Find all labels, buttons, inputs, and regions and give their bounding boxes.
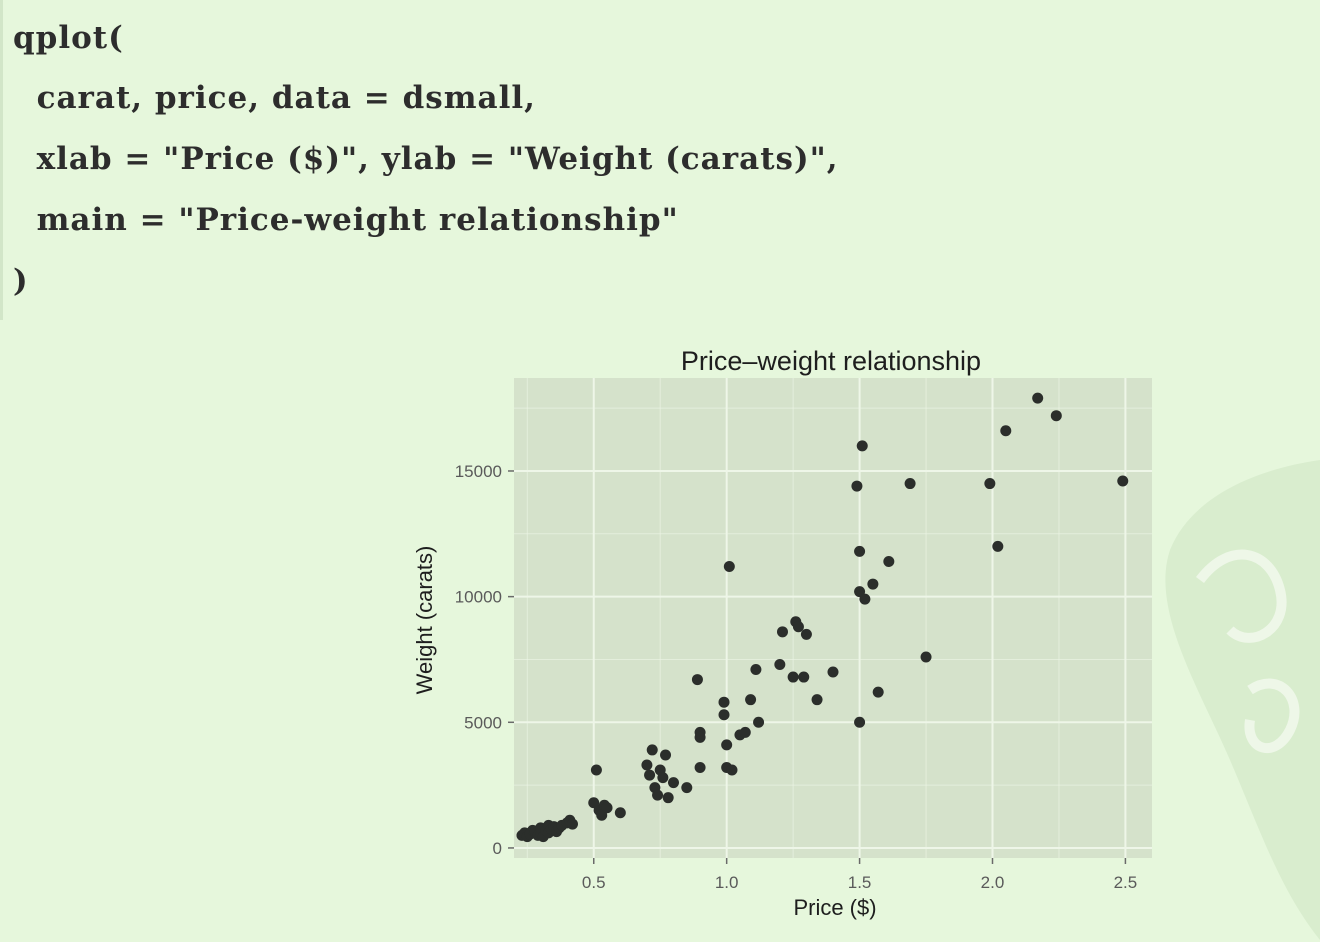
data-point <box>867 578 879 590</box>
data-point <box>614 807 626 819</box>
data-point <box>660 749 672 761</box>
code-line: ) <box>13 263 29 299</box>
data-point <box>904 478 916 490</box>
y-tick-label: 0 <box>493 839 502 858</box>
y-axis: 0 5000 10000 15000 <box>455 462 514 858</box>
data-point <box>1117 475 1129 487</box>
data-point <box>668 777 679 789</box>
data-point <box>827 666 839 678</box>
code-line: qplot( <box>13 20 124 56</box>
data-point <box>718 696 730 708</box>
data-point <box>590 764 602 776</box>
data-point <box>776 626 788 638</box>
code-line: main = "Price-weight relationship" <box>13 202 679 238</box>
code-line: xlab = "Price ($)", ylab = "Weight (cara… <box>13 141 839 177</box>
y-tick-label: 15000 <box>455 462 502 481</box>
data-point <box>691 674 703 686</box>
data-point <box>681 782 693 794</box>
x-axis: 0.5 1.0 1.5 2.0 2.5 <box>582 858 1137 892</box>
data-point <box>992 540 1004 552</box>
data-point <box>872 686 884 698</box>
data-point <box>644 769 656 781</box>
data-point <box>694 762 706 774</box>
data-point <box>856 440 868 452</box>
y-axis-label: Weight (carats) <box>412 546 437 695</box>
data-points <box>516 392 1129 843</box>
data-point <box>750 664 762 676</box>
y-tick-label: 5000 <box>464 713 502 732</box>
data-point <box>859 593 871 605</box>
data-point <box>657 772 669 784</box>
code-block: qplot( carat, price, data = dsmall, xlab… <box>0 0 1320 320</box>
data-point <box>745 694 757 706</box>
data-point <box>641 759 653 771</box>
data-point <box>854 716 866 728</box>
data-point <box>800 628 812 640</box>
x-tick-label: 2.0 <box>981 873 1005 892</box>
data-point <box>739 726 751 738</box>
data-point <box>798 671 810 683</box>
data-point <box>811 694 823 706</box>
y-tick-label: 10000 <box>455 588 502 607</box>
data-point <box>723 560 735 572</box>
data-point <box>774 658 786 670</box>
data-point <box>721 739 733 751</box>
data-point <box>851 480 863 492</box>
x-tick-label: 0.5 <box>582 873 606 892</box>
x-tick-label: 2.5 <box>1114 873 1138 892</box>
data-point <box>601 802 613 814</box>
data-point <box>787 671 799 683</box>
data-point <box>652 789 664 801</box>
chart-title: Price–weight relationship <box>681 346 981 376</box>
data-point <box>662 792 674 804</box>
x-axis-label: Price ($) <box>793 895 876 920</box>
data-point <box>726 764 738 776</box>
grid-major <box>514 378 1152 858</box>
x-tick-label: 1.0 <box>715 873 739 892</box>
data-point <box>566 818 578 830</box>
data-point <box>1000 425 1012 437</box>
data-point <box>1032 392 1044 404</box>
data-point <box>920 651 932 663</box>
data-point <box>646 744 658 756</box>
data-point <box>753 716 765 728</box>
data-point <box>883 555 895 567</box>
data-point <box>984 478 996 490</box>
plot-panel <box>514 378 1152 858</box>
code-line: carat, price, data = dsmall, <box>13 80 536 116</box>
data-point <box>718 709 730 721</box>
data-point <box>1050 410 1062 422</box>
data-point <box>792 621 804 633</box>
watermark-brush-icon <box>1165 460 1320 940</box>
data-point <box>854 545 866 557</box>
data-point <box>694 731 706 743</box>
x-tick-label: 1.5 <box>848 873 872 892</box>
